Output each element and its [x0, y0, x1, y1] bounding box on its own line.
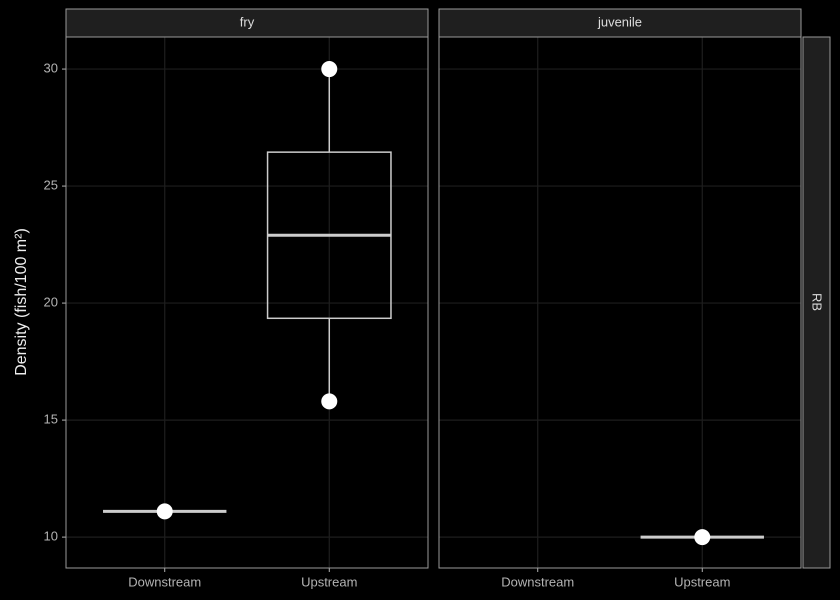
- row-strip: [802, 36, 831, 569]
- y-tick-label: 15: [44, 412, 58, 427]
- x-tick-label: Upstream: [674, 574, 730, 589]
- strip-label: juvenile: [597, 14, 642, 29]
- strip-label: fry: [240, 14, 255, 29]
- y-tick-label: 10: [44, 529, 58, 544]
- x-tick-label: Downstream: [128, 574, 201, 589]
- y-tick-label: 30: [44, 60, 58, 75]
- y-axis-title: Density (fish/100 m²): [13, 228, 30, 376]
- point: [156, 503, 173, 520]
- row-strip-label: RB: [810, 293, 825, 311]
- y-tick-label: 20: [44, 295, 58, 310]
- x-tick-label: Downstream: [501, 574, 574, 589]
- strip: [65, 8, 429, 38]
- panel-border: [65, 36, 429, 569]
- point: [321, 61, 338, 78]
- x-tick-label: Upstream: [301, 574, 357, 589]
- strip: [438, 8, 802, 38]
- panel-border: [438, 36, 802, 569]
- point: [321, 393, 338, 410]
- y-tick-label: 25: [44, 178, 58, 193]
- point: [694, 529, 711, 546]
